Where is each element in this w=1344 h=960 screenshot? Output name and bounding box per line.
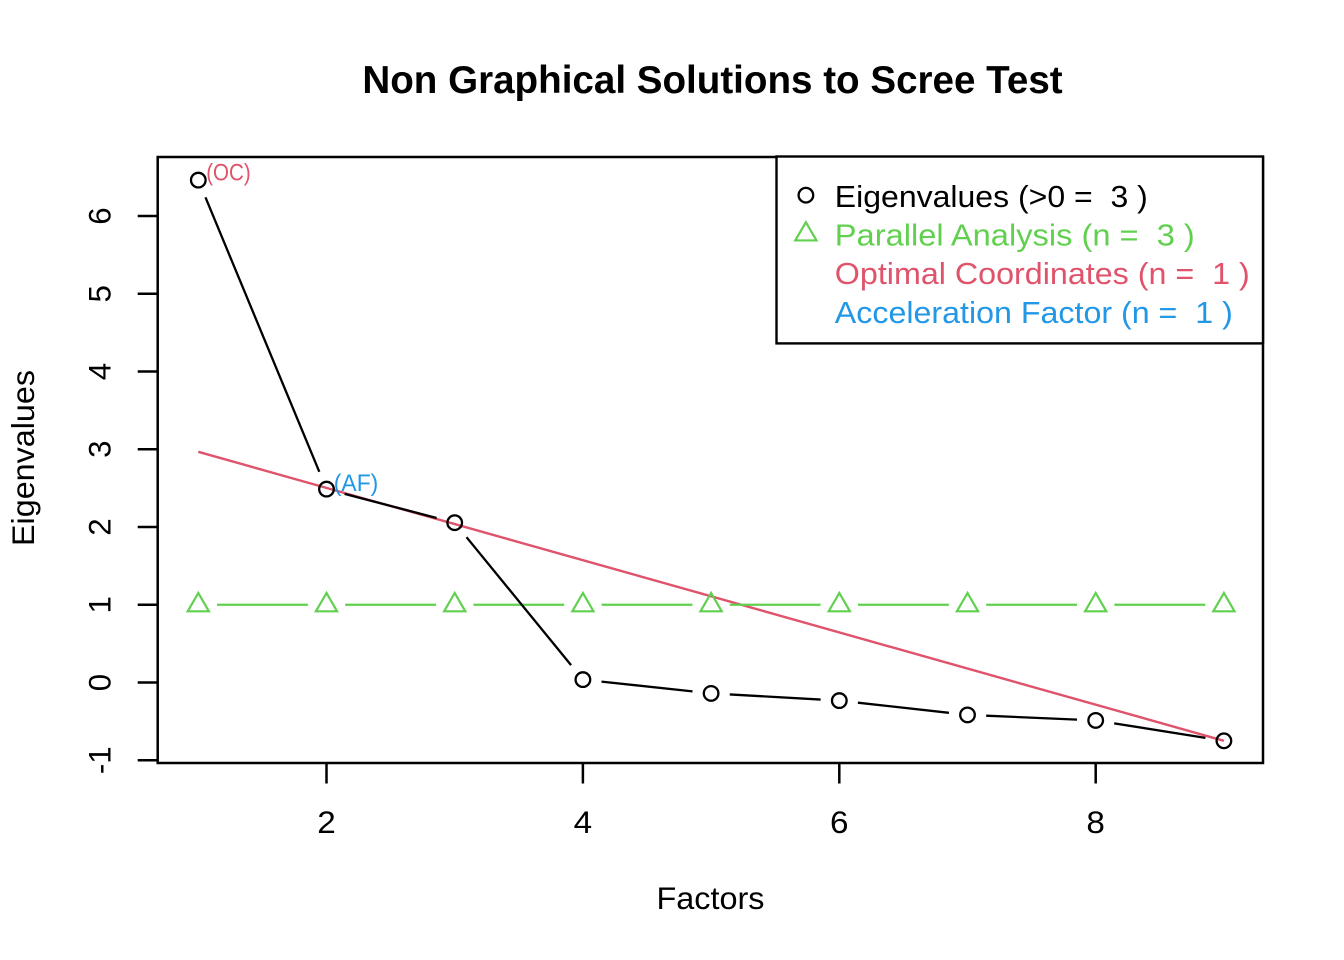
svg-text:2: 2 <box>83 518 118 535</box>
svg-text:2: 2 <box>317 805 336 840</box>
svg-text:(AF): (AF) <box>334 471 379 497</box>
svg-text:Acceleration Factor (n = 1 ): Acceleration Factor (n = 1 ) <box>835 296 1233 330</box>
svg-text:Parallel Analysis (n = 3 ): Parallel Analysis (n = 3 ) <box>835 219 1195 253</box>
svg-text:(OC): (OC) <box>206 161 251 187</box>
svg-text:8: 8 <box>1086 805 1105 840</box>
svg-text:Optimal Coordinates (n = 1 ): Optimal Coordinates (n = 1 ) <box>835 257 1250 291</box>
svg-text:4: 4 <box>83 363 118 380</box>
svg-text:-1: -1 <box>83 746 118 774</box>
svg-text:Eigenvalues: Eigenvalues <box>6 370 41 546</box>
svg-text:4: 4 <box>574 805 593 840</box>
svg-text:6: 6 <box>830 805 849 840</box>
svg-text:0: 0 <box>83 674 118 691</box>
svg-text:3: 3 <box>83 440 118 457</box>
svg-text:5: 5 <box>83 285 118 302</box>
svg-text:6: 6 <box>83 207 118 224</box>
svg-text:Factors: Factors <box>657 881 765 916</box>
svg-text:Non Graphical Solutions to Scr: Non Graphical Solutions to Scree Test <box>362 59 1062 102</box>
svg-text:Eigenvalues (>0 = 3 ): Eigenvalues (>0 = 3 ) <box>835 180 1148 214</box>
svg-text:1: 1 <box>83 596 118 613</box>
